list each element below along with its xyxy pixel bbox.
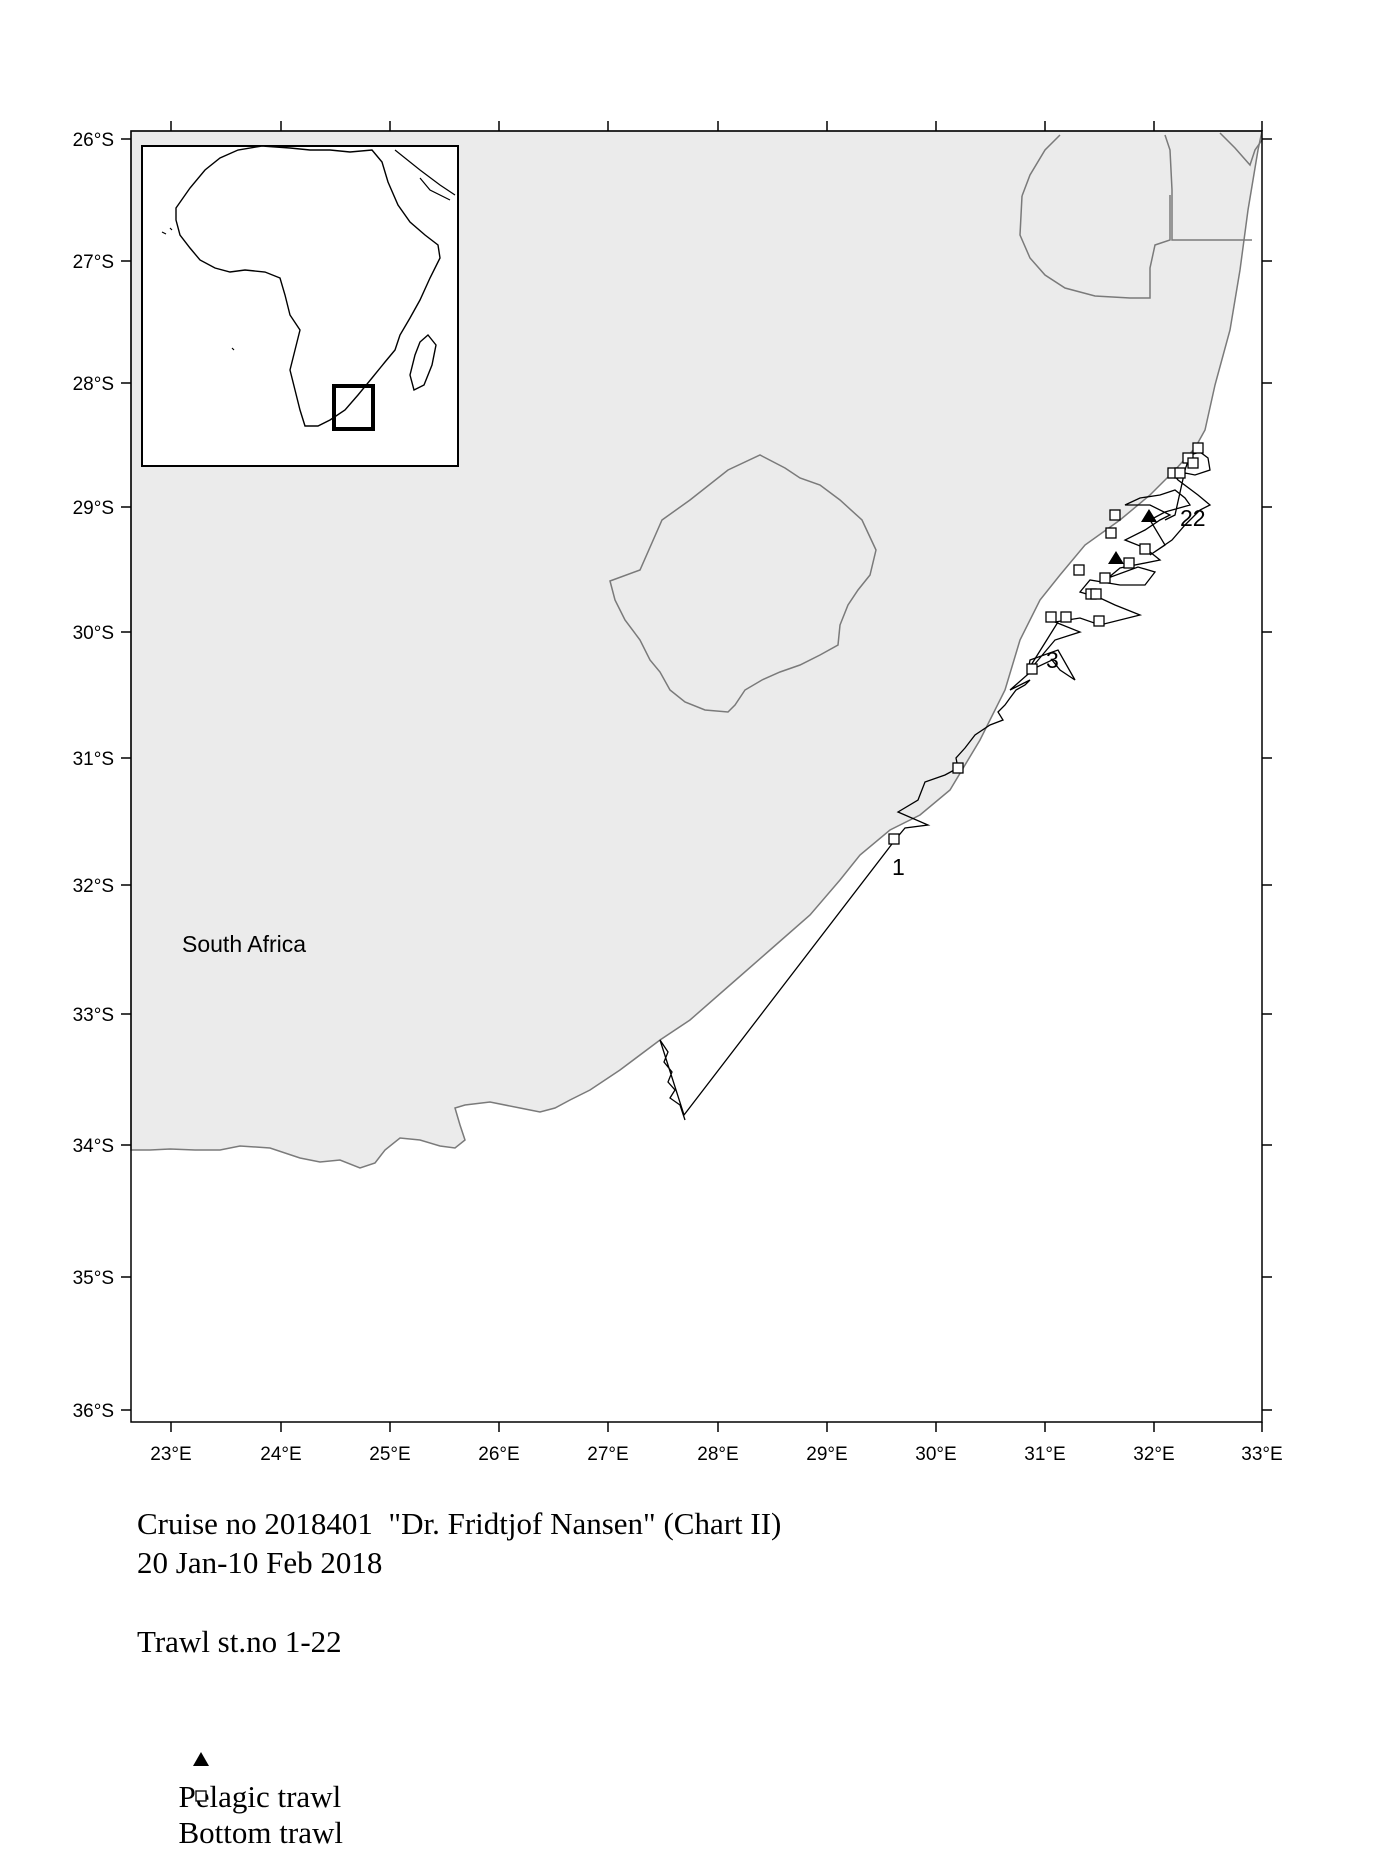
station-label: 22 <box>1180 505 1206 531</box>
x-tick-label: 29°E <box>806 1444 847 1465</box>
africa-outline <box>175 145 441 427</box>
bottom-trawl-station <box>1099 572 1111 584</box>
x-tick-label: 24°E <box>260 1444 301 1465</box>
station-label: 1 <box>892 854 905 880</box>
plot-frame <box>130 130 1263 1423</box>
station-map: 23°E 24°E 25°E 26°E 27°E 28°E 29°E 30°E … <box>73 121 1283 1465</box>
x-tick-label: 28°E <box>697 1444 738 1465</box>
pelagic-trawl-station <box>1141 509 1157 522</box>
bottom-trawl-station <box>1109 509 1121 521</box>
open-square-icon <box>153 1736 207 1853</box>
y-tick-label: 31°S <box>73 749 114 770</box>
bottom-trawl-station <box>1123 557 1135 569</box>
bottom-trawl-station <box>1090 588 1102 600</box>
legend-label: Bottom trawl <box>178 1815 343 1850</box>
inset-map <box>141 145 459 467</box>
legend-title: Trawl st.no 1-22 <box>137 1624 342 1659</box>
y-tick-marks <box>121 138 1272 1411</box>
bottom-trawl-station <box>1060 611 1072 623</box>
x-tick-label: 27°E <box>587 1444 628 1465</box>
x-tick-label: 25°E <box>369 1444 410 1465</box>
study-area-box <box>332 384 375 431</box>
land-label: South Africa <box>182 931 306 957</box>
bottom-trawl-station <box>1187 457 1199 469</box>
bottom-trawl-station <box>1105 527 1117 539</box>
y-tick-label: 35°S <box>73 1268 114 1289</box>
bottom-trawl-station <box>952 762 964 774</box>
x-tick-label: 32°E <box>1133 1444 1174 1465</box>
bottom-trawl-station <box>1174 467 1186 479</box>
y-tick-label: 34°S <box>73 1136 114 1157</box>
y-tick-label: 33°S <box>73 1005 114 1026</box>
small-islands <box>161 227 235 351</box>
y-tick-label: 29°S <box>73 498 114 519</box>
eswatini-border <box>1019 195 1171 299</box>
x-tick-label: 23°E <box>150 1444 191 1465</box>
bottom-trawl-station <box>1026 663 1038 675</box>
bottom-trawl-station <box>1192 442 1204 454</box>
arabia-outline <box>394 149 456 201</box>
mozambique-border <box>1021 134 1252 241</box>
x-tick-label: 30°E <box>915 1444 956 1465</box>
y-tick-label: 27°S <box>73 252 114 273</box>
northeast-border <box>1219 132 1263 167</box>
y-tick-label: 28°S <box>73 374 114 395</box>
bottom-trawl-station <box>1045 611 1057 623</box>
legend-item-bottom: Bottom trawl <box>137 1697 343 1853</box>
bottom-trawl-station <box>1093 615 1105 627</box>
track-spur <box>1027 621 1059 671</box>
x-tick-label: 33°E <box>1241 1444 1282 1465</box>
bottom-trawl-station <box>1139 543 1151 555</box>
lesotho-border <box>609 454 877 713</box>
x-tick-label: 31°E <box>1024 1444 1065 1465</box>
y-tick-label: 36°S <box>73 1401 114 1422</box>
caption-title: Cruise no 2018401 "Dr. Fridtjof Nansen" … <box>137 1506 782 1541</box>
caption-dates: 20 Jan-10 Feb 2018 <box>137 1545 383 1580</box>
station-label: 3 <box>1046 647 1059 673</box>
madagascar-outline <box>409 333 437 392</box>
y-tick-label: 32°S <box>73 876 114 897</box>
y-tick-label: 26°S <box>73 130 114 151</box>
bottom-trawl-station <box>888 833 900 845</box>
bottom-trawl-station <box>1073 564 1085 576</box>
cruise-track <box>659 451 1212 1121</box>
pelagic-trawl-station <box>1108 551 1124 564</box>
x-tick-marks <box>170 121 1263 1432</box>
y-tick-label: 30°S <box>73 623 114 644</box>
x-tick-label: 26°E <box>478 1444 519 1465</box>
